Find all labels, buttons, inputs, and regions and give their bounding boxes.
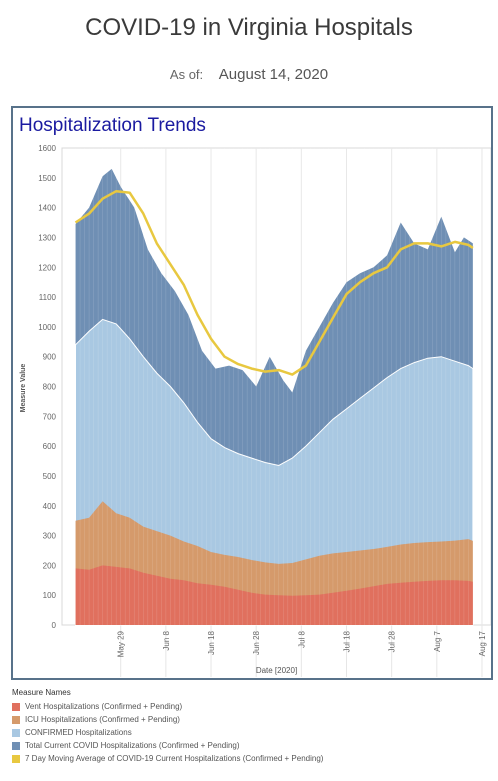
y-tick-label: 500 [43,472,57,481]
y-tick-label: 600 [43,442,57,451]
hospitalization-trends-panel: Hospitalization Trends 0 100 200 300 400 500 6… [11,106,493,680]
x-tick-label: Jul 8 [297,630,306,647]
y-tick-label: 100 [43,591,57,600]
legend-swatch [12,715,20,724]
legend-items: Vent Hospitalizations (Confirmed + Pendi… [12,700,323,765]
y-tick-label: 1100 [39,293,57,302]
as-of-line: As of: August 14, 2020 [0,66,498,83]
x-tick-label: Jul 18 [342,630,351,652]
y-tick-label: 300 [43,532,57,541]
y-tick-label: 1600 [38,144,56,153]
y-tick-label: 400 [43,502,57,511]
x-tick-label: Aug 7 [433,630,442,651]
y-tick-label: 1300 [38,233,56,242]
legend-swatch [12,728,20,737]
legend-swatch [12,702,20,711]
legend-item[interactable]: ICU Hospitalizations (Confirmed + Pendin… [12,713,323,726]
legend: Measure Names Vent Hospitalizations (Con… [12,688,323,765]
legend-label: ICU Hospitalizations (Confirmed + Pendin… [25,715,180,724]
y-tick-label: 900 [43,353,57,362]
legend-item[interactable]: 7 Day Moving Average of COVID-19 Current… [12,752,323,765]
as-of-date: August 14, 2020 [218,66,329,83]
y-tick-label: 1500 [38,174,56,183]
y-tick-label: 700 [43,412,57,421]
area-series-1 [75,565,473,625]
x-tick-label: Jun 18 [207,630,216,655]
x-tick-label: May 29 [117,630,126,657]
y-tick-label: 1400 [38,204,56,213]
legend-title: Measure Names [12,688,71,697]
as-of-label: As of: [169,67,204,82]
legend-label: Vent Hospitalizations (Confirmed + Pendi… [25,702,183,711]
moving-average-line [74,189,474,376]
x-tick-label: Jul 28 [388,630,397,652]
hospitalization-chart: 0 100 200 300 400 500 600 700 800 900 1000 1100 1200… [20,144,491,677]
legend-label: Total Current COVID Hospitalizations (Co… [25,741,240,750]
legend-item[interactable]: CONFIRMED Hospitalizations [12,726,323,739]
legend-swatch [12,754,20,763]
y-tick-label: 800 [43,383,57,392]
y-tick-label: 200 [43,561,57,570]
x-tick-label: Jun 8 [162,630,171,650]
panel-title: Hospitalization Trends [19,115,206,136]
x-axis-label: Date [2020] [256,666,297,675]
y-tick-label: 1200 [38,263,56,272]
legend-swatch [12,741,20,750]
legend-label: CONFIRMED Hospitalizations [25,728,132,737]
x-tick-label: Jun 28 [252,630,261,655]
legend-item[interactable]: Total Current COVID Hospitalizations (Co… [12,739,323,752]
x-tick-label: Aug 17 [478,630,487,656]
y-tick-label: 0 [52,621,57,630]
y-axis-label: Measure Value [20,364,27,413]
legend-item[interactable]: Vent Hospitalizations (Confirmed + Pendi… [12,700,323,713]
legend-label: 7 Day Moving Average of COVID-19 Current… [25,754,324,763]
y-tick-label: 1000 [38,323,56,332]
page-title: COVID-19 in Virginia Hospitals [85,14,413,41]
